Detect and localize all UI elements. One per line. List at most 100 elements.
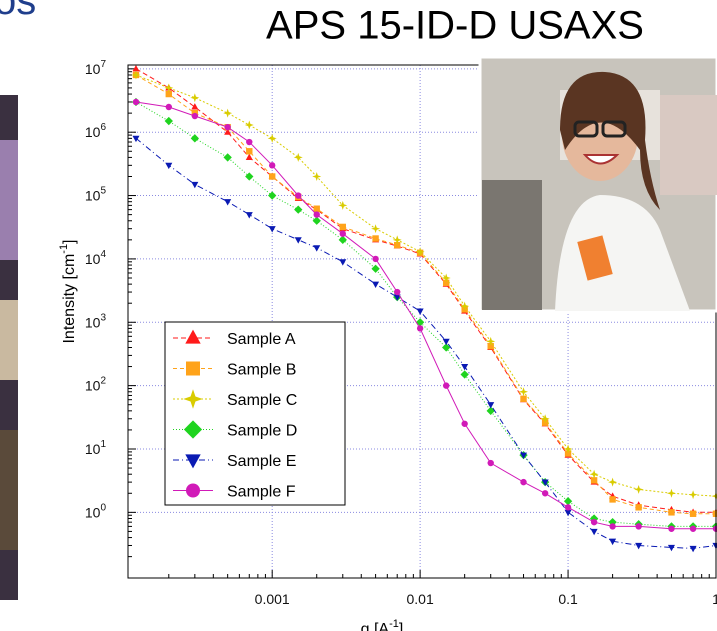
marker	[223, 153, 232, 162]
marker	[461, 364, 469, 371]
marker	[267, 133, 277, 143]
marker	[460, 301, 470, 311]
marker	[185, 454, 201, 469]
y-tick-label: 103	[85, 312, 107, 330]
y-tick-exponent: 4	[100, 249, 106, 260]
marker	[246, 138, 253, 146]
marker	[186, 361, 200, 376]
marker	[183, 389, 203, 409]
y-tick-exponent: 6	[100, 122, 106, 133]
marker	[223, 108, 233, 118]
marker	[339, 259, 347, 266]
y-tick-exponent: 0	[100, 502, 106, 513]
marker	[165, 103, 172, 111]
marker	[635, 542, 643, 550]
series-line	[135, 74, 716, 515]
marker	[372, 281, 380, 288]
photo	[478, 55, 717, 313]
marker	[131, 70, 141, 80]
marker	[339, 223, 346, 231]
marker	[186, 483, 200, 498]
marker	[294, 205, 303, 214]
marker	[442, 338, 450, 346]
marker	[245, 172, 254, 181]
x-axis-label-text: q [A	[361, 621, 390, 631]
marker	[295, 192, 302, 199]
marker	[312, 172, 322, 181]
marker	[608, 477, 618, 487]
x-tick-label: 0.01	[407, 591, 434, 607]
marker	[487, 342, 494, 350]
legend-label: Sample E	[227, 453, 296, 470]
marker	[394, 241, 401, 249]
marker	[609, 538, 617, 546]
marker	[371, 224, 381, 234]
marker	[312, 216, 321, 225]
legend-label: Sample D	[227, 423, 297, 440]
y-tick-base: 10	[85, 188, 101, 204]
marker	[244, 120, 254, 130]
marker	[293, 152, 303, 162]
marker	[371, 264, 380, 273]
marker	[245, 153, 253, 160]
series-line	[135, 68, 716, 513]
marker	[268, 226, 276, 233]
x-tick-label: 0.1	[558, 591, 578, 607]
marker	[541, 479, 549, 486]
marker	[487, 402, 495, 409]
marker	[268, 162, 276, 169]
marker	[415, 247, 425, 257]
marker	[191, 112, 199, 120]
marker	[190, 134, 199, 143]
marker	[394, 288, 401, 296]
marker	[392, 235, 402, 245]
marker	[165, 162, 173, 170]
marker	[164, 83, 174, 93]
x-tick-label: 1	[712, 591, 717, 607]
marker	[486, 336, 496, 346]
y-tick-exponent: 7	[100, 59, 106, 70]
marker	[668, 525, 675, 532]
y-tick-base: 10	[85, 124, 101, 140]
marker	[224, 128, 232, 135]
legend-label: Sample A	[227, 331, 296, 348]
y-axis-label-sup: -1	[58, 244, 70, 254]
marker	[667, 544, 675, 552]
marker	[246, 148, 253, 155]
y-tick-base: 10	[85, 504, 101, 520]
marker	[541, 490, 549, 497]
marker	[393, 294, 401, 301]
marker	[487, 459, 494, 467]
y-tick-exponent: 1	[100, 439, 106, 450]
y-tick-label: 104	[85, 249, 107, 267]
left-photo	[0, 95, 18, 600]
marker	[520, 478, 527, 486]
marker	[313, 211, 320, 218]
series-line	[135, 101, 716, 530]
marker	[132, 98, 140, 106]
marker	[224, 199, 232, 206]
x-axis-label-end: ]	[399, 621, 403, 631]
x-axis-label-sup: -1	[389, 618, 399, 630]
marker	[635, 504, 642, 511]
legend-label: Sample C	[227, 392, 297, 409]
y-tick-base: 10	[85, 441, 101, 457]
y-tick-label: 105	[85, 186, 107, 204]
marker	[294, 237, 302, 244]
marker	[589, 469, 599, 479]
y-tick-base: 10	[85, 378, 101, 394]
marker	[338, 200, 348, 210]
chart-title: APS 15-ID-D USAXS	[266, 4, 644, 48]
marker	[268, 173, 276, 180]
marker	[190, 93, 200, 103]
y-tick-exponent: 3	[100, 312, 106, 323]
y-axis-label: Intensity [cm-1]	[58, 239, 78, 343]
marker	[339, 230, 346, 237]
y-tick-base: 10	[85, 314, 101, 330]
legend-label: Sample B	[227, 362, 296, 379]
marker	[609, 523, 616, 530]
legend-label: Sample F	[227, 484, 296, 501]
legend-box	[164, 321, 346, 506]
